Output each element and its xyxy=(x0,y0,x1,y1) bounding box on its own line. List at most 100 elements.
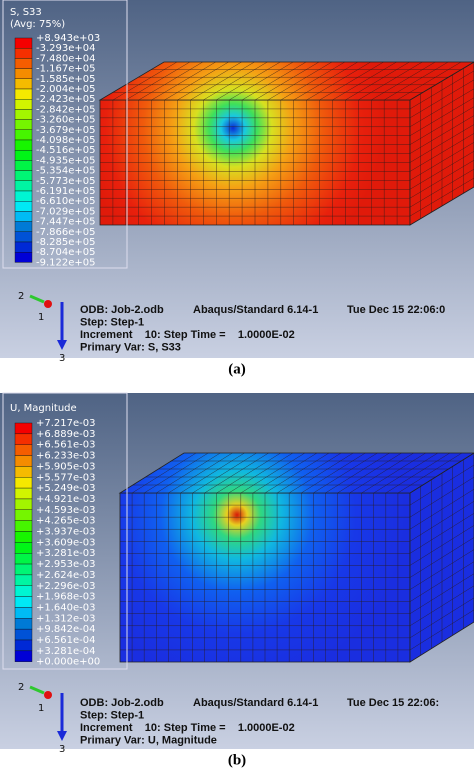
legend-value: +4.265e-03 xyxy=(36,516,96,527)
legend-color xyxy=(14,477,33,489)
legend-color xyxy=(14,444,33,456)
info-date: Tue Dec 15 22:06: xyxy=(347,697,439,709)
caption: (a) xyxy=(228,361,246,377)
legend-title: S, S33 xyxy=(10,7,42,18)
mesh-line xyxy=(409,464,474,506)
legend-color xyxy=(14,251,33,263)
legend-value: +9.842e-04 xyxy=(36,624,96,635)
mesh-line xyxy=(301,452,366,494)
mesh-line xyxy=(409,525,474,566)
mesh-line xyxy=(264,452,330,494)
mesh-line xyxy=(306,61,371,101)
mesh-line xyxy=(396,61,462,101)
mesh-line xyxy=(240,452,305,494)
mesh-line xyxy=(144,452,209,494)
mesh-line xyxy=(177,61,242,101)
mesh-line xyxy=(229,61,294,101)
legend-value: +6.889e-03 xyxy=(36,429,96,440)
mesh-line xyxy=(180,452,245,494)
mesh-line xyxy=(276,452,342,494)
legend-color xyxy=(14,455,33,467)
mesh-line xyxy=(131,452,197,494)
mesh-line xyxy=(409,597,474,639)
legend-color xyxy=(14,180,33,192)
info-odb: ODB: Job-2.odb xyxy=(80,304,164,316)
legend-color xyxy=(14,129,33,141)
mesh-line xyxy=(409,537,474,578)
triad-axis xyxy=(29,294,45,304)
legend-value: -6.610e+05 xyxy=(36,196,96,207)
legend-value: -7.447e+05 xyxy=(36,217,96,228)
legend-value: +2.296e-03 xyxy=(36,581,96,592)
legend-color xyxy=(14,221,33,233)
legend-color xyxy=(14,628,33,641)
legend-color xyxy=(14,607,33,619)
legend-color xyxy=(14,542,33,554)
legend-value: +2.624e-03 xyxy=(36,570,96,581)
mesh-block xyxy=(98,61,474,226)
triad-axis xyxy=(29,685,45,695)
legend-color xyxy=(14,211,33,222)
triad-arrow xyxy=(57,340,67,350)
mesh-line xyxy=(409,88,474,128)
legend-color xyxy=(14,200,33,212)
legend-color xyxy=(14,650,33,662)
legend-color xyxy=(14,88,33,100)
mesh-line xyxy=(293,61,358,101)
legend-value: +2.953e-03 xyxy=(36,559,96,570)
legend-color xyxy=(14,58,33,69)
mesh-line xyxy=(254,61,320,101)
mesh-line xyxy=(228,452,293,494)
mesh-line xyxy=(409,549,474,590)
legend-value: -2.004e+05 xyxy=(36,84,96,95)
legend-color xyxy=(14,639,33,652)
legend-color xyxy=(14,170,33,182)
mesh-line xyxy=(409,133,474,172)
mesh-line xyxy=(409,513,474,554)
mesh-line xyxy=(156,452,221,494)
legend-color xyxy=(14,563,33,576)
legend-value: +6.561e-03 xyxy=(36,440,96,451)
legend-color xyxy=(14,37,33,49)
legend-color xyxy=(14,487,33,500)
legend-value: -2.423e+05 xyxy=(36,94,96,105)
mesh-line xyxy=(409,501,474,542)
legend-value: -5.773e+05 xyxy=(36,176,96,187)
legend-color xyxy=(14,231,33,243)
mesh-line xyxy=(361,452,426,494)
legend-color xyxy=(14,119,33,130)
legend-color xyxy=(14,553,33,565)
mesh-line xyxy=(112,61,178,101)
legend-value: -4.516e+05 xyxy=(36,145,96,156)
legend-color xyxy=(14,498,33,511)
triad-origin xyxy=(44,300,52,308)
legend-value: +3.281e-03 xyxy=(36,548,96,559)
mesh-line xyxy=(337,452,402,494)
legend-value: -2.842e+05 xyxy=(36,104,96,115)
legend-value: +3.937e-03 xyxy=(36,527,96,538)
legend-value: -7.480e+04 xyxy=(36,53,96,64)
mesh-line xyxy=(164,61,229,101)
legend-box xyxy=(2,0,128,269)
mesh-line xyxy=(216,452,281,494)
mesh-line xyxy=(409,476,474,518)
mesh-line xyxy=(168,452,233,494)
legend-color xyxy=(14,68,33,79)
legend-color xyxy=(14,585,33,597)
mesh-line xyxy=(409,573,474,614)
mesh-line xyxy=(409,168,474,208)
legend-value: +3.609e-03 xyxy=(36,537,96,548)
info-odb: ODB: Job-2.odb xyxy=(80,697,164,709)
mesh-line xyxy=(409,79,474,119)
legend-color xyxy=(14,618,33,630)
info-date: Tue Dec 15 22:06:0 xyxy=(347,304,445,316)
mesh-line xyxy=(358,61,423,101)
triad-label: 1 xyxy=(38,312,44,323)
legend-value: -6.191e+05 xyxy=(36,186,96,197)
legend-value: -7.866e+05 xyxy=(36,227,96,238)
mesh-line xyxy=(371,61,436,101)
mesh-line xyxy=(409,609,474,651)
legend-value: +1.312e-03 xyxy=(36,613,96,624)
mesh-line xyxy=(384,61,449,101)
mesh-line xyxy=(216,61,281,101)
